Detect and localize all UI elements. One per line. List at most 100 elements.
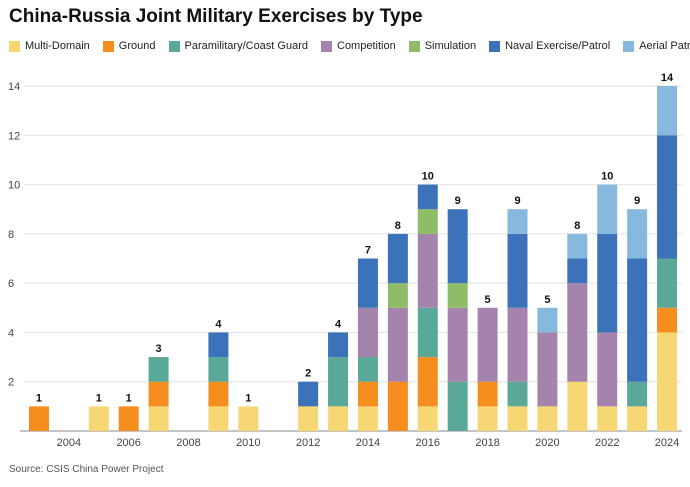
- total-label: 1: [36, 392, 42, 404]
- bar-segment: [597, 184, 618, 234]
- bar-segment: [148, 357, 169, 382]
- legend-swatch: [102, 40, 114, 52]
- legend-swatch: [9, 40, 20, 52]
- bar-segment: [597, 233, 618, 333]
- bar-segment: [88, 406, 109, 431]
- bar-segment: [627, 406, 648, 431]
- bar-segment: [208, 357, 229, 382]
- y-tick-label: 2: [8, 377, 14, 389]
- total-label: 2: [305, 368, 311, 380]
- legend-label: Ground: [118, 40, 156, 52]
- source-note: Source: CSIS China Power Project: [9, 464, 164, 475]
- y-tick-label: 6: [8, 278, 14, 290]
- y-tick-label: 14: [8, 81, 20, 93]
- bar-segment: [507, 381, 528, 407]
- legend-swatch: [623, 40, 635, 52]
- total-label: 10: [422, 171, 434, 183]
- bar-segment: [567, 381, 588, 431]
- bar-segment: [387, 283, 408, 308]
- bar-segment: [567, 283, 588, 382]
- x-tick-label: 2016: [416, 437, 440, 449]
- legend-item: Multi-Domain: [9, 40, 90, 52]
- total-label: 4: [335, 318, 342, 330]
- bar-segment: [447, 283, 468, 308]
- bar-segment: [387, 307, 408, 382]
- bar-segment: [567, 233, 588, 259]
- bar-segment: [417, 357, 438, 407]
- bar-segment: [298, 406, 319, 431]
- x-tick-label: 2022: [595, 437, 619, 449]
- legend-item: Simulation: [408, 40, 477, 52]
- y-tick-label: 10: [8, 180, 20, 192]
- x-tick-label: 2024: [655, 437, 679, 449]
- total-label: 1: [245, 392, 251, 404]
- bar-segment: [298, 381, 319, 407]
- legend-label: Simulation: [424, 40, 477, 52]
- total-label: 7: [365, 245, 371, 257]
- y-tick-label: 4: [8, 327, 14, 339]
- bar-segment: [387, 233, 408, 284]
- bar-segment: [357, 258, 378, 308]
- bar-segment: [657, 307, 678, 333]
- legend-item: Aerial Patrol: [623, 40, 690, 52]
- bar-segment: [507, 406, 528, 431]
- bar-segment: [477, 406, 498, 431]
- total-label: 10: [601, 171, 613, 183]
- bar-segment: [597, 406, 618, 431]
- bar-segment: [118, 406, 139, 431]
- bar-segment: [328, 406, 349, 431]
- bar-segment: [477, 307, 498, 382]
- x-tick-label: 2018: [475, 437, 499, 449]
- total-label: 9: [634, 195, 640, 207]
- total-label: 5: [485, 294, 491, 306]
- bar-segment: [477, 381, 498, 407]
- total-label: 8: [574, 220, 580, 232]
- bar-segment: [357, 307, 378, 358]
- bar-segment: [328, 332, 349, 358]
- total-label: 14: [661, 72, 674, 84]
- bar-segment: [447, 307, 468, 382]
- x-tick-label: 2020: [535, 437, 559, 449]
- bar-segment: [507, 307, 528, 382]
- bar-segment: [238, 406, 259, 431]
- bar-segment: [357, 406, 378, 431]
- total-label: 8: [395, 220, 401, 232]
- x-tick-label: 2010: [236, 437, 260, 449]
- bar-segment: [537, 406, 558, 431]
- bar-segment: [657, 135, 678, 259]
- bar-segment: [507, 233, 528, 308]
- bar-segment: [357, 381, 378, 407]
- legend-item: Paramilitary/Coast Guard: [168, 40, 308, 52]
- legend: Multi-Domain Ground Paramilitary/Coast Gua…: [9, 38, 690, 54]
- bar-segment: [208, 332, 229, 358]
- legend-label: Aerial Patrol: [639, 40, 690, 52]
- bar-segment: [148, 381, 169, 407]
- bar-segment: [597, 332, 618, 407]
- legend-label: Competition: [337, 40, 396, 52]
- bar-segment: [657, 258, 678, 308]
- bar-segment: [417, 307, 438, 358]
- chart-title: China-Russia Joint Military Exercises by…: [9, 6, 423, 27]
- bar-segment: [657, 332, 678, 431]
- total-label: 5: [544, 294, 550, 306]
- bar-segment: [208, 406, 229, 431]
- bar-segment: [328, 357, 349, 407]
- bar-segment: [507, 209, 528, 234]
- x-tick-label: 2014: [356, 437, 380, 449]
- x-tick-label: 2004: [57, 437, 81, 449]
- legend-swatch: [321, 40, 332, 52]
- total-label: 9: [455, 195, 461, 207]
- bar-segment: [387, 381, 408, 431]
- bar-segment: [447, 381, 468, 431]
- bar-segment: [417, 233, 438, 308]
- bar-segment: [417, 184, 438, 210]
- legend-label: Naval Exercise/Patrol: [505, 40, 611, 52]
- bar-segment: [148, 406, 169, 431]
- bar-segment: [567, 258, 588, 284]
- x-tick-label: 2006: [116, 437, 140, 449]
- legend-swatch: [408, 40, 420, 52]
- bar-segment: [537, 332, 558, 407]
- legend-item: Ground: [102, 40, 156, 52]
- legend-item: Competition: [321, 40, 396, 52]
